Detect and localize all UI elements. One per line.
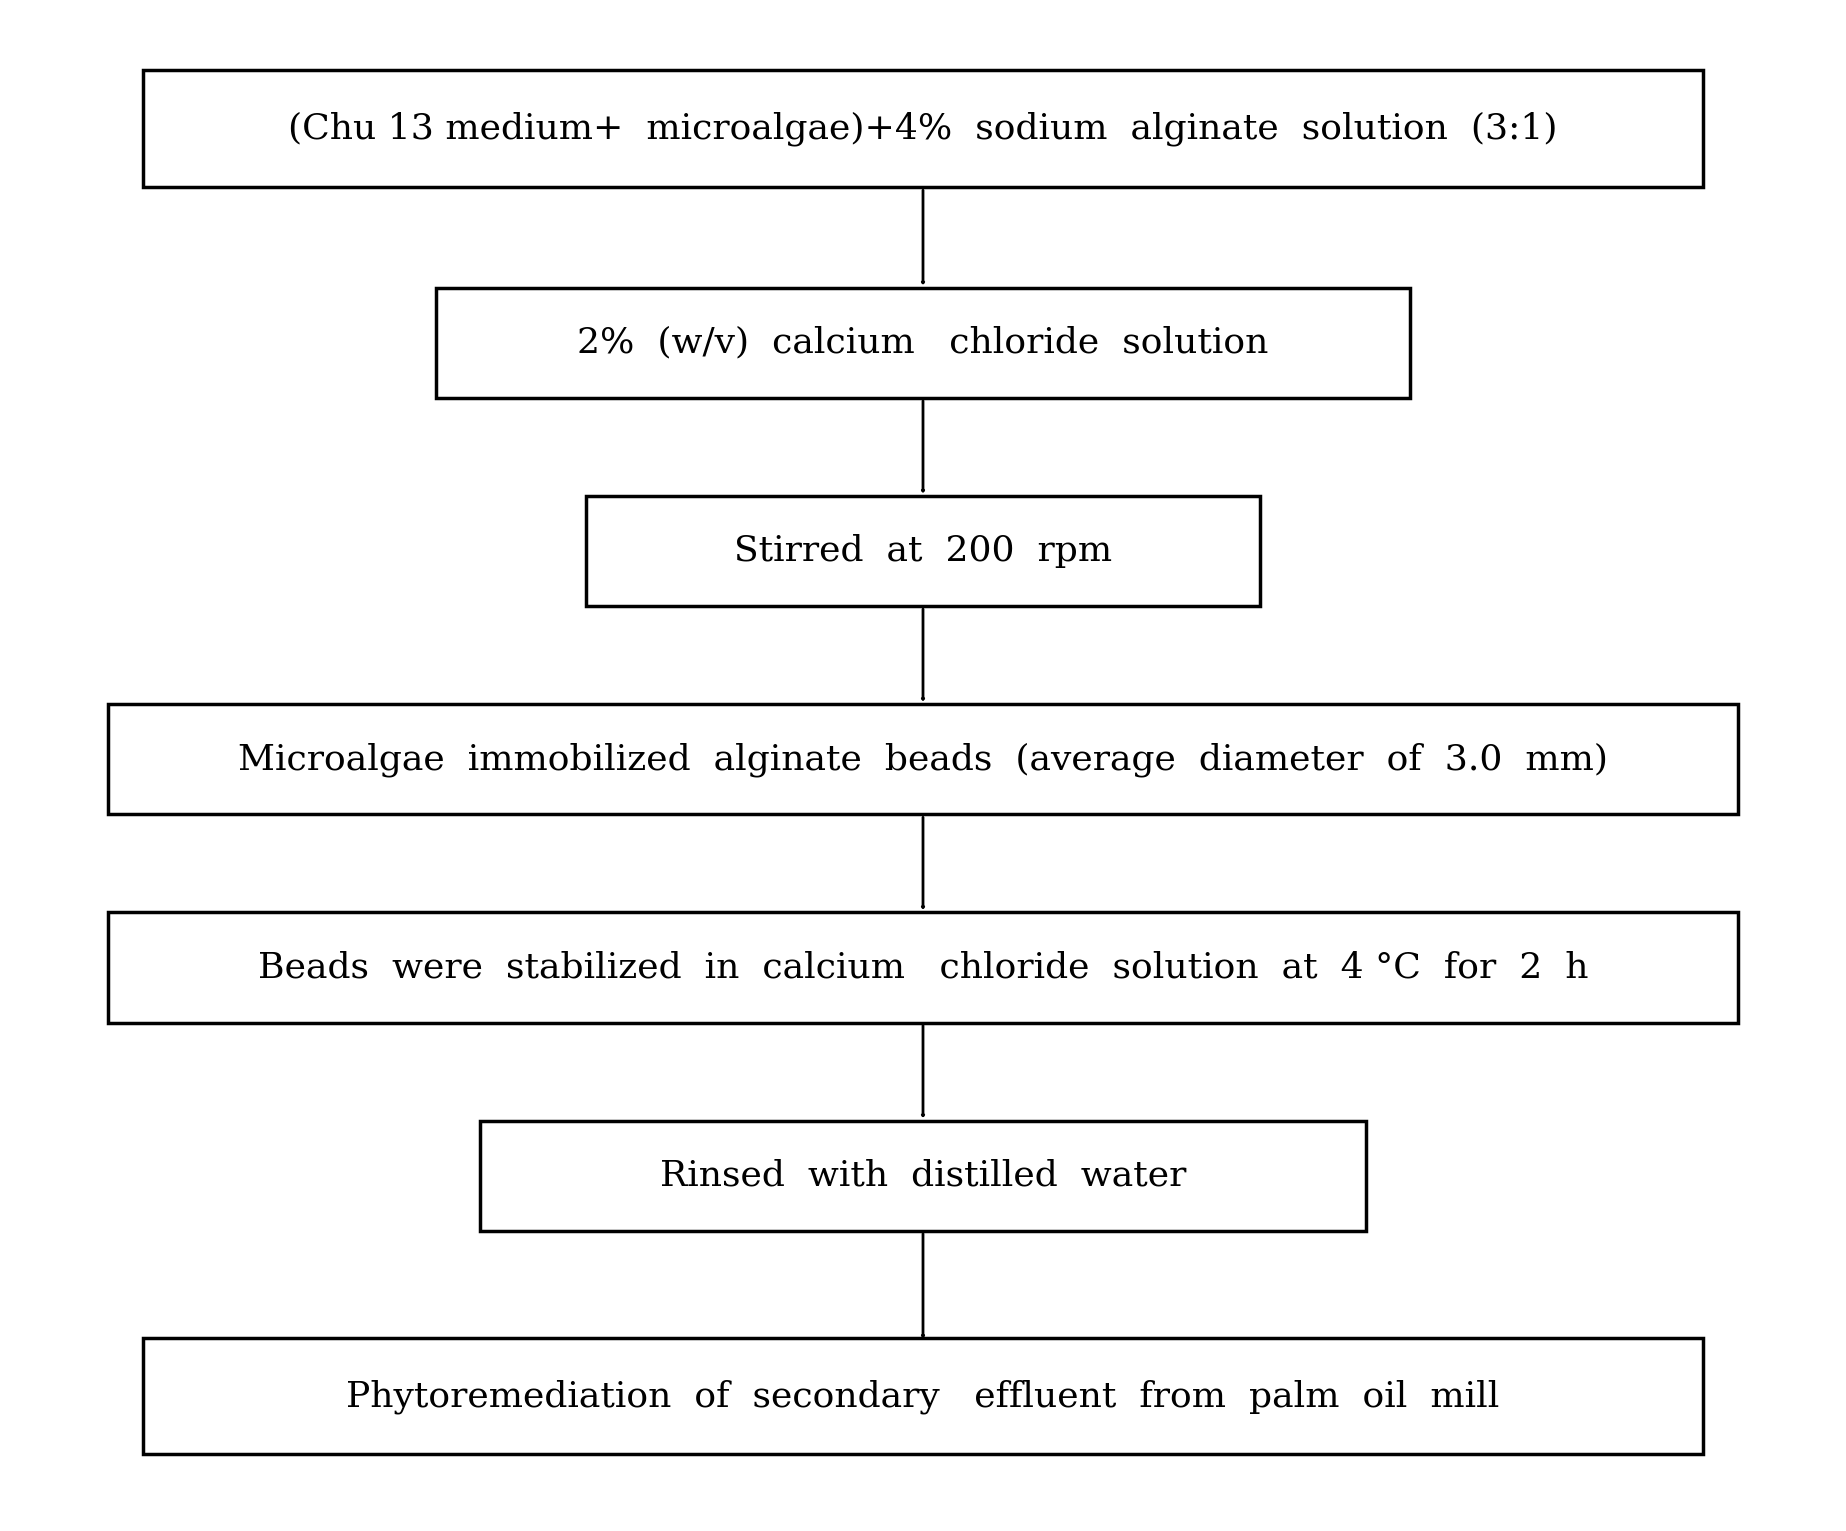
Bar (436, 288, 1410, 398)
Bar (144, 70, 1702, 187)
Bar (107, 912, 1739, 1023)
Text: Stirred  at  200  rpm: Stirred at 200 rpm (735, 534, 1111, 568)
Bar (480, 1121, 1366, 1231)
Text: Beads  were  stabilized  in  calcium   chloride  solution  at  4 °C  for  2  h: Beads were stabilized in calcium chlorid… (258, 951, 1588, 984)
Text: Microalgae  immobilized  alginate  beads  (average  diameter  of  3.0  mm): Microalgae immobilized alginate beads (a… (238, 743, 1608, 776)
Text: (Chu 13 medium+  microalgae)+4%  sodium  alginate  solution  (3:1): (Chu 13 medium+ microalgae)+4% sodium al… (288, 112, 1558, 145)
Text: Phytoremediation  of  secondary   effluent  from  palm  oil  mill: Phytoremediation of secondary effluent f… (347, 1379, 1499, 1413)
Bar (107, 704, 1739, 814)
Bar (144, 1338, 1702, 1454)
Text: 2%  (w/v)  calcium   chloride  solution: 2% (w/v) calcium chloride solution (578, 326, 1268, 360)
Text: Rinsed  with  distilled  water: Rinsed with distilled water (659, 1159, 1187, 1193)
Bar (587, 496, 1259, 606)
